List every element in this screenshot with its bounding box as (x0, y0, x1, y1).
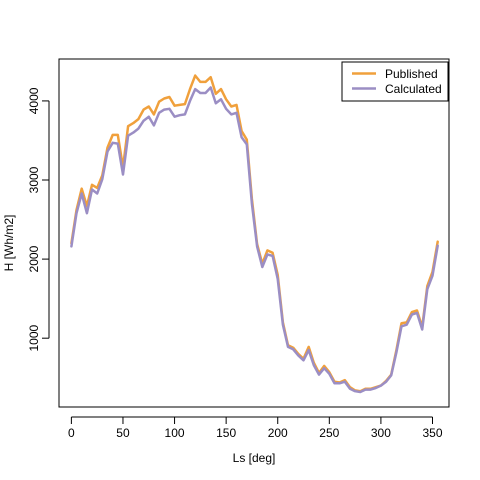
x-tick-label: 0 (68, 426, 75, 440)
x-tick-label: 50 (116, 426, 130, 440)
x-tick-label: 100 (165, 426, 185, 440)
plot-frame (58, 58, 450, 408)
y-axis-title: H [Wh/m2] (2, 215, 16, 272)
y-axis-label: H [Wh/m2] (2, 215, 16, 272)
x-axis-title: Ls [deg] (233, 451, 276, 465)
x-tick-label: 250 (319, 426, 339, 440)
x-tick-label: 300 (371, 426, 391, 440)
legend-label-calculated: Calculated (385, 82, 442, 96)
y-axis: 1000 2000 3000 4000 (27, 87, 50, 352)
y-tick-label: 3000 (27, 166, 41, 193)
legend: Published Calculated (341, 61, 449, 102)
legend-box (341, 61, 449, 102)
plot-series (70, 74, 439, 394)
y-tick-label: 4000 (27, 87, 41, 114)
y-tick-label: 1000 (27, 325, 41, 352)
x-axis: 0 50 100 150 200 250 300 350 (68, 416, 443, 440)
series-line-calculated (70, 86, 439, 394)
legend-label-published: Published (385, 67, 438, 81)
x-tick-label: 150 (216, 426, 236, 440)
y-tick-label: 2000 (27, 245, 41, 272)
x-tick-label: 350 (422, 426, 442, 440)
x-tick-label: 200 (268, 426, 288, 440)
